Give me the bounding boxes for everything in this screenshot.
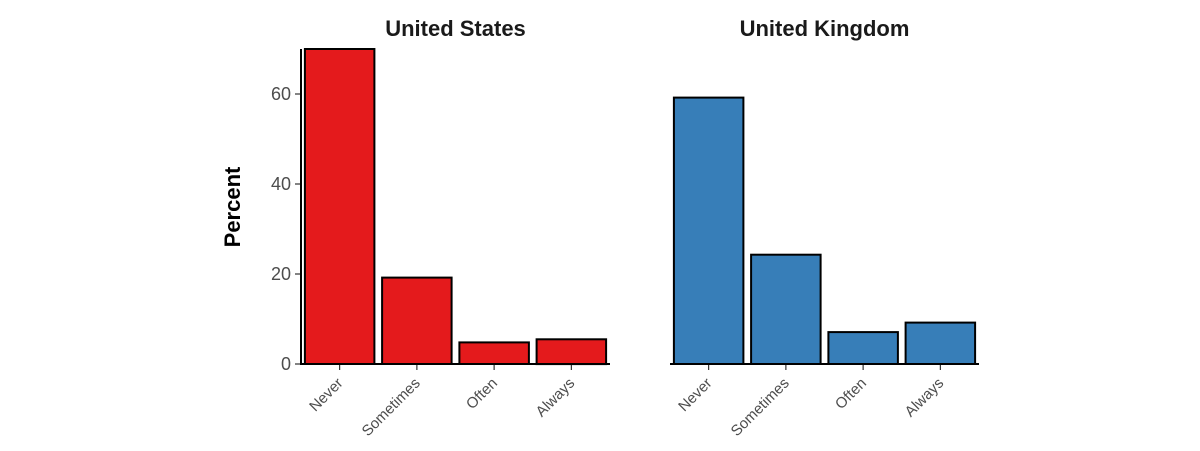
bar-often — [458, 341, 530, 365]
panel-title: United States — [385, 16, 526, 41]
x-tick-label: Always — [902, 375, 948, 421]
bar-always — [535, 338, 608, 366]
bar-often — [827, 331, 899, 366]
bar-never — [672, 96, 745, 365]
panel-title: United Kingdom — [740, 16, 910, 41]
y-tick-label: 0 — [281, 354, 291, 374]
y-tick-label: 20 — [271, 264, 291, 284]
x-tick-label: Sometimes — [728, 375, 793, 440]
y-tick-label: 60 — [271, 84, 291, 104]
bar-never — [303, 48, 376, 365]
y-tick-label: 40 — [271, 174, 291, 194]
x-tick-label: Never — [306, 375, 346, 415]
bar-sometimes — [381, 276, 453, 366]
x-tick-label: Often — [463, 375, 501, 413]
x-tick-label: Often — [832, 375, 870, 413]
x-tick-label: Sometimes — [359, 375, 424, 440]
x-tick-label: Always — [533, 375, 579, 421]
bar-always — [904, 321, 977, 366]
x-tick-label: Never — [675, 375, 715, 415]
y-axis-title: Percent — [220, 166, 245, 247]
bar-sometimes — [750, 253, 822, 365]
